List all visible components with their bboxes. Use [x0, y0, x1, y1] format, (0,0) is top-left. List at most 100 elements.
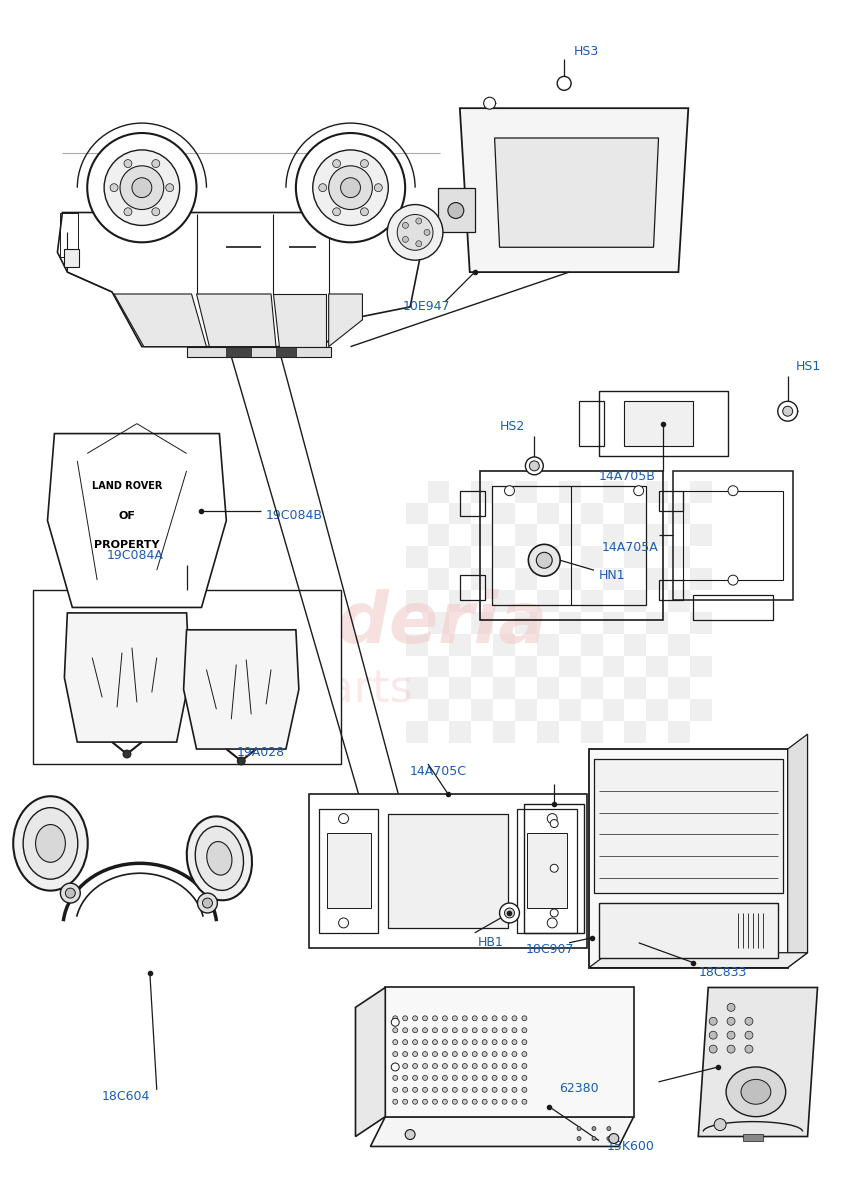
Circle shape [361, 208, 369, 216]
Circle shape [492, 1051, 497, 1056]
Circle shape [423, 1075, 427, 1080]
Circle shape [778, 401, 797, 421]
Bar [581, 590, 602, 612]
Bar [581, 721, 602, 743]
Circle shape [502, 1087, 507, 1092]
Polygon shape [370, 1117, 633, 1146]
Ellipse shape [195, 827, 243, 890]
Bar [428, 655, 450, 678]
Bar [589, 749, 788, 967]
Bar [515, 700, 537, 721]
Circle shape [443, 1063, 447, 1068]
Bar [406, 503, 428, 524]
Bar [624, 678, 646, 700]
Bar [537, 678, 558, 700]
Circle shape [463, 1063, 467, 1068]
Circle shape [482, 1075, 487, 1080]
Circle shape [472, 1099, 477, 1104]
Bar [646, 655, 668, 678]
Bar [471, 655, 494, 678]
Circle shape [413, 1075, 418, 1080]
Circle shape [393, 1099, 398, 1104]
Text: 18C833: 18C833 [698, 966, 746, 979]
Circle shape [482, 1027, 487, 1033]
Bar [450, 546, 471, 569]
Circle shape [472, 1027, 477, 1033]
Circle shape [577, 1127, 581, 1130]
Circle shape [512, 1039, 517, 1045]
Bar [494, 546, 515, 569]
Bar [276, 347, 296, 356]
Circle shape [592, 1136, 596, 1140]
Text: PROPERTY: PROPERTY [94, 540, 160, 551]
Bar [581, 634, 602, 655]
Circle shape [413, 1099, 418, 1104]
Bar [492, 486, 646, 605]
Circle shape [393, 1087, 398, 1092]
Circle shape [403, 1039, 407, 1045]
Bar [594, 758, 783, 893]
Polygon shape [599, 904, 778, 958]
Circle shape [502, 1027, 507, 1033]
Bar [428, 481, 450, 503]
Circle shape [536, 552, 552, 569]
Circle shape [502, 1016, 507, 1021]
Circle shape [522, 1051, 527, 1056]
Circle shape [492, 1099, 497, 1104]
Bar [668, 546, 690, 569]
Circle shape [526, 457, 544, 475]
Circle shape [166, 184, 173, 192]
Text: car  parts: car parts [200, 668, 413, 710]
Bar [602, 569, 624, 590]
Circle shape [338, 814, 349, 823]
Circle shape [547, 918, 557, 928]
Circle shape [443, 1087, 447, 1092]
Bar [428, 524, 450, 546]
Circle shape [505, 486, 514, 496]
Circle shape [528, 545, 560, 576]
Circle shape [329, 166, 372, 210]
Circle shape [745, 1018, 753, 1025]
Circle shape [66, 888, 75, 898]
Bar [450, 678, 471, 700]
Bar [460, 491, 485, 516]
Bar [646, 481, 668, 503]
Circle shape [557, 77, 571, 90]
Circle shape [318, 184, 327, 192]
Circle shape [512, 1075, 517, 1080]
Circle shape [463, 1051, 467, 1056]
Circle shape [512, 1099, 517, 1104]
Circle shape [715, 1118, 726, 1130]
Circle shape [403, 1063, 407, 1068]
Circle shape [709, 1018, 717, 1025]
Circle shape [403, 1027, 407, 1033]
Circle shape [505, 908, 514, 918]
Bar [494, 503, 515, 524]
Ellipse shape [13, 797, 88, 890]
Bar [624, 401, 693, 446]
Ellipse shape [726, 1067, 785, 1117]
Bar [406, 634, 428, 655]
Bar [460, 575, 485, 600]
Circle shape [709, 1031, 717, 1039]
Circle shape [296, 133, 405, 242]
Bar [646, 612, 668, 634]
Circle shape [60, 883, 80, 904]
Polygon shape [197, 294, 276, 347]
Circle shape [393, 1027, 398, 1033]
Circle shape [403, 1099, 407, 1104]
Circle shape [403, 1016, 407, 1021]
Bar [690, 524, 712, 546]
Circle shape [522, 1099, 527, 1104]
Circle shape [393, 1016, 398, 1021]
Circle shape [452, 1099, 457, 1104]
Polygon shape [385, 988, 633, 1117]
Circle shape [152, 208, 160, 216]
Bar [558, 700, 581, 721]
Circle shape [416, 241, 422, 247]
Bar [518, 809, 577, 932]
Circle shape [472, 1063, 477, 1068]
Text: HS1: HS1 [796, 360, 821, 373]
Text: 10E947: 10E947 [402, 300, 450, 313]
Circle shape [728, 1018, 735, 1025]
